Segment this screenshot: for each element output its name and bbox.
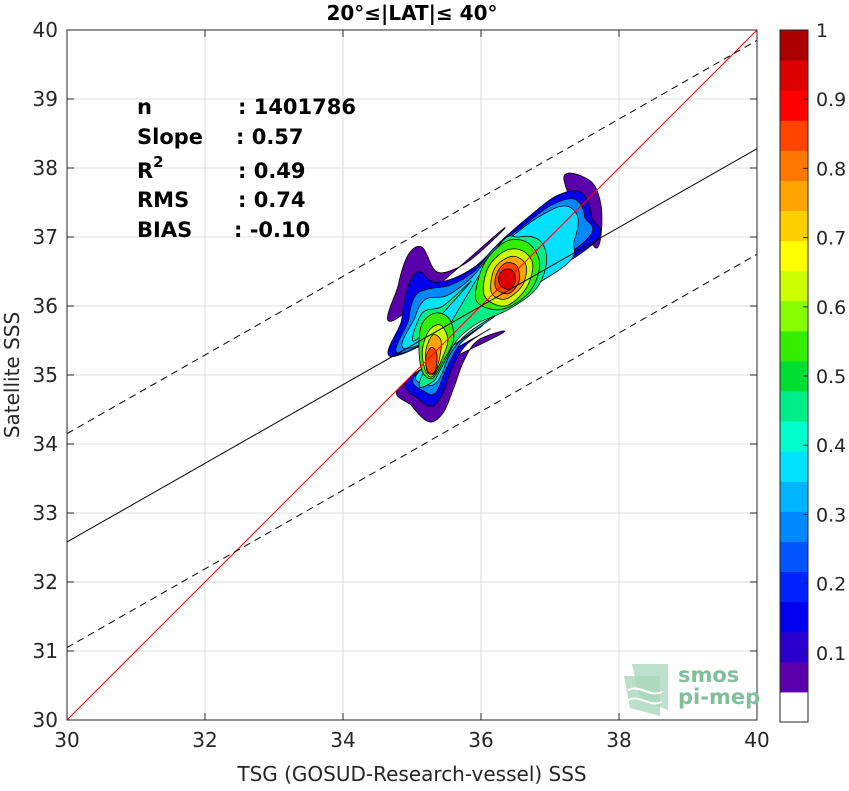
- x-axis-ticks: 30 32 34 36 38 40: [54, 30, 770, 752]
- statistics-box: n : 1401786 Slope : 0.57 R2 : 0.49 RMS :…: [137, 95, 356, 242]
- colorbar-segment: [780, 210, 808, 242]
- y-tick-label: 35: [33, 363, 58, 387]
- colorbar-segment: [780, 30, 808, 61]
- stat-bias-label: BIAS: [137, 218, 192, 242]
- density-peak: [505, 274, 512, 281]
- y-tick-label: 31: [33, 639, 58, 663]
- stat-rms-value: : 0.74: [238, 188, 306, 212]
- chart-title: 20°≤|LAT|≤ 40°: [326, 1, 497, 25]
- colorbar-tick-label: 0.6: [816, 297, 846, 319]
- colorbar-tick-label: 0.8: [816, 158, 846, 180]
- watermark-logo-icon: [624, 664, 668, 716]
- x-tick-label: 40: [744, 728, 769, 752]
- stat-slope-value: : 0.57: [236, 125, 304, 149]
- y-tick-label: 39: [33, 87, 58, 111]
- y-axis-label: Satellite SSS: [0, 312, 24, 438]
- y-tick-label: 37: [33, 225, 58, 249]
- colorbar-segment: [780, 240, 808, 272]
- colorbar: [779, 29, 809, 723]
- colorbar-tick-label: 0.7: [816, 228, 846, 250]
- colorbar-tick-label: 0.3: [816, 504, 846, 526]
- colorbar-segment: [780, 631, 808, 663]
- regression-fit-line: [67, 148, 757, 543]
- reference-lines: [67, 30, 757, 720]
- stat-r2-label: R2: [137, 153, 164, 183]
- colorbar-tick-label: 0.5: [816, 366, 846, 388]
- x-axis-label: TSG (GOSUD-Research-vessel) SSS: [236, 762, 586, 786]
- colorbar-segment: [780, 120, 808, 151]
- colorbar-segment: [780, 601, 808, 633]
- watermark-line1: smos: [678, 663, 739, 687]
- lower-bound-dashed-line: [67, 253, 757, 648]
- colorbar-segment: [780, 180, 808, 212]
- colorbar-ticks: 0.1 0.2 0.3 0.4 0.5 0.6 0.7 0.8 0.9 1: [803, 20, 846, 665]
- colorbar-segment: [780, 60, 808, 91]
- smos-pimep-watermark: smos pi-mep: [624, 663, 760, 716]
- y-tick-label: 40: [33, 18, 58, 42]
- stat-bias-value: : -0.10: [234, 218, 310, 242]
- colorbar-tick-label: 0.1: [816, 643, 846, 665]
- colorbar-segment: [780, 90, 808, 121]
- colorbar-segment: [780, 150, 808, 181]
- colorbar-tick-label: 0.4: [816, 435, 846, 457]
- stat-r2-value: : 0.49: [238, 159, 306, 183]
- colorbar-segment: [780, 330, 808, 362]
- y-tick-label: 32: [33, 570, 58, 594]
- y-tick-label: 38: [33, 156, 58, 180]
- identity-line: [67, 30, 757, 720]
- x-tick-label: 32: [192, 728, 217, 752]
- colorbar-tick-label: 1: [816, 20, 828, 42]
- y-tick-label: 30: [33, 708, 58, 732]
- colorbar-segment: [780, 270, 808, 302]
- density-contours: [387, 172, 603, 423]
- colorbar-segment: [780, 451, 808, 482]
- density-peak: [429, 361, 436, 368]
- colorbar-segment: [780, 511, 808, 542]
- x-tick-label: 34: [330, 728, 355, 752]
- colorbar-segment: [780, 691, 808, 723]
- y-tick-label: 33: [33, 501, 58, 525]
- colorbar-segment: [780, 571, 808, 603]
- x-tick-label: 30: [54, 728, 79, 752]
- watermark-line2: pi-mep: [678, 685, 760, 709]
- stat-n-label: n: [137, 95, 152, 119]
- colorbar-segment: [780, 481, 808, 512]
- stat-rms-label: RMS: [137, 188, 189, 212]
- x-tick-label: 36: [468, 728, 493, 752]
- stat-slope-label: Slope: [137, 125, 203, 149]
- x-tick-label: 38: [606, 728, 631, 752]
- y-tick-label: 36: [33, 294, 58, 318]
- y-axis-ticks: 30 31 32 33 34 35 36 37 38 39 40: [33, 18, 757, 732]
- colorbar-segment: [780, 661, 808, 693]
- colorbar-segment: [780, 541, 808, 573]
- colorbar-segment: [780, 391, 808, 422]
- colorbar-tick-label: 0.9: [816, 89, 846, 111]
- colorbar-segment: [780, 300, 808, 332]
- stat-n-value: : 1401786: [238, 95, 356, 119]
- colorbar-tick-label: 0.2: [816, 574, 846, 596]
- upper-bound-dashed-line: [67, 39, 757, 435]
- y-tick-label: 34: [33, 432, 58, 456]
- colorbar-segment: [780, 421, 808, 452]
